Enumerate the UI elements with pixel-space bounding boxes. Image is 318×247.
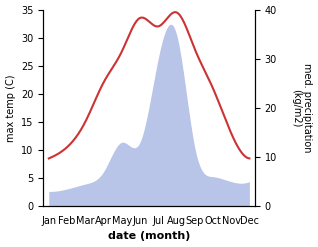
X-axis label: date (month): date (month) — [108, 231, 190, 242]
Y-axis label: med. precipitation
(kg/m2): med. precipitation (kg/m2) — [291, 63, 313, 153]
Y-axis label: max temp (C): max temp (C) — [5, 74, 16, 142]
